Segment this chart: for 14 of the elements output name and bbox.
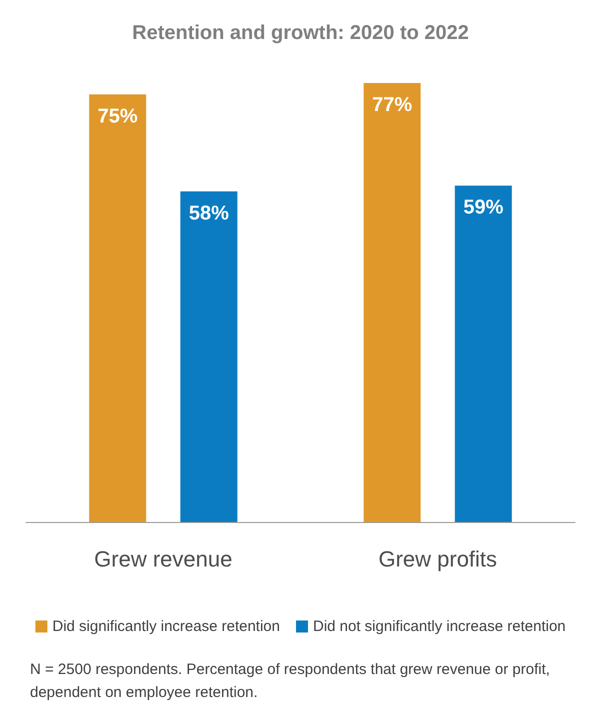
legend-label: Did significantly increase retention xyxy=(52,618,280,635)
bar xyxy=(454,186,512,522)
bar xyxy=(89,94,146,522)
data-label: 58% xyxy=(188,202,230,224)
x-tick-label: Grew profits xyxy=(378,546,498,572)
text: N = 2500 respondents. Percentage of respondents that grew revenue or profit, dependent on employee retention. xyxy=(30,661,554,701)
bar xyxy=(364,83,421,522)
x-tick-label: Grew revenue xyxy=(94,546,232,572)
data-label: 77% xyxy=(372,94,412,116)
data-label: 59% xyxy=(463,196,504,219)
legend-label: Did not significantly increase retention xyxy=(312,618,566,635)
bar xyxy=(180,191,238,522)
chart-title: Retention and growth: 2020 to 2022 xyxy=(132,22,469,44)
data-label: 75% xyxy=(98,105,138,128)
